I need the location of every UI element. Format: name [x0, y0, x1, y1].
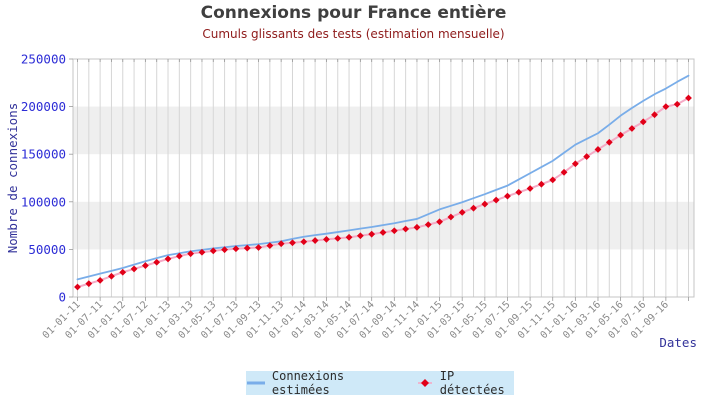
- svg-text:200000: 200000: [21, 99, 66, 114]
- svg-text:150000: 150000: [21, 147, 66, 162]
- legend-item-ip-detectees: IP détectées: [414, 369, 514, 397]
- x-axis-title: Dates: [659, 335, 697, 350]
- legend-line-swatch-icon: [247, 381, 265, 385]
- legend-diamond-swatch-icon: [417, 379, 432, 387]
- svg-text:100000: 100000: [21, 194, 66, 209]
- legend-item-connexions-estimees: Connexions estimées: [246, 369, 390, 397]
- legend: Connexions estimées IP détectées: [246, 369, 514, 397]
- svg-text:50000: 50000: [28, 242, 66, 257]
- legend-label-ip-detectees: IP détectées: [439, 369, 505, 397]
- chart-title: Connexions pour France entière: [200, 3, 507, 23]
- y-axis-title: Nombre de connexions: [5, 103, 20, 254]
- chart-subtitle: Cumuls glissants des tests (estimation m…: [202, 27, 505, 41]
- svg-text:0: 0: [58, 290, 66, 305]
- tick-marks: [69, 58, 689, 301]
- x-tick-labels: 01-01-1101-07-1101-01-1201-07-1201-01-13…: [41, 299, 671, 341]
- y-tick-labels: 0 50000 100000 150000 200000 250000: [21, 52, 66, 305]
- legend-label-connexions-estimees: Connexions estimées: [271, 369, 345, 397]
- plot-border: [72, 58, 695, 298]
- series-ip-detectees: [74, 94, 692, 291]
- svg-text:250000: 250000: [21, 52, 66, 67]
- vertical-gridlines: [77, 59, 689, 297]
